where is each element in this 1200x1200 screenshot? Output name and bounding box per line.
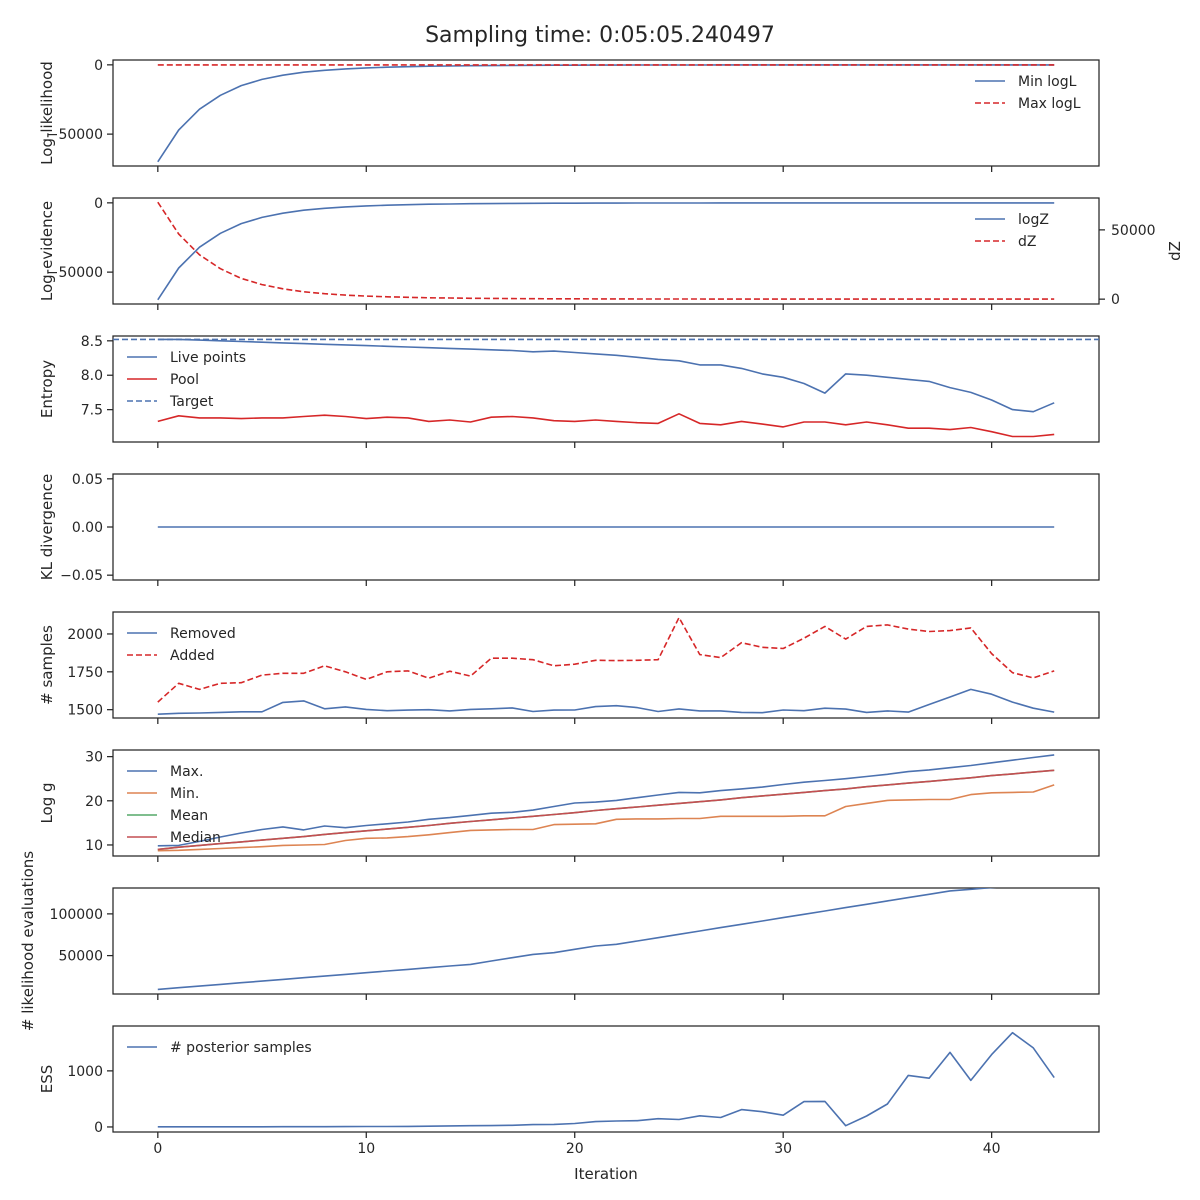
y-tick-label: −50000 [47,127,103,143]
axes-frame [112,1025,1100,1133]
axes-frame [112,59,1100,167]
y-tick-label: 0 [94,196,103,212]
series-line-added [157,616,1055,703]
y-tick-label: 20 [85,794,103,810]
series-line-min [157,784,1055,852]
panel-6: 10 20 30 Log g Max. Min. Mean Median [38,749,1100,862]
right-y-axis-label: dZ [1166,241,1184,261]
right-y-tick-label: 0 [1111,292,1120,308]
series-line-removed [157,688,1055,715]
y-tick-label: 100000 [50,907,103,923]
y-tick-label: 0 [94,58,103,74]
axes-frame [112,749,1100,857]
legend: Removed Added [127,626,236,664]
x-axis-label: Iteration [574,1165,638,1183]
y-tick-label: 8.0 [81,368,103,384]
series-line-pool [157,412,1055,438]
x-tick-label: 0 [153,1141,162,1157]
legend-label: Target [169,394,214,410]
y-tick-label: 30 [85,750,103,766]
legend-label: # posterior samples [170,1040,312,1056]
panel-7: 50000 100000 # likelihood evaluations [19,851,1100,1031]
legend: logZ dZ [975,212,1049,250]
legend-label: Min. [170,786,199,802]
legend: Max. Min. Mean Median [127,764,221,846]
legend-label: Added [170,648,215,664]
series-line-max [157,754,1055,847]
right-y-tick-label: 50000 [1111,223,1156,239]
legend-label: Pool [170,372,199,388]
series-line-dz [157,201,1055,300]
legend-label: Removed [170,626,236,642]
y-tick-label: 1500 [67,703,103,719]
legend-label: Min logL [1018,74,1077,90]
y-tick-label: 8.5 [81,334,103,350]
x-tick-label: 40 [983,1141,1001,1157]
y-tick-label: 1750 [67,665,103,681]
legend-label: Max logL [1018,96,1081,112]
y-tick-label: 50000 [58,949,103,965]
y-axis-label: Log-likelihood [38,61,56,165]
y-tick-label: 10 [85,838,103,854]
y-tick-label: 2000 [67,627,103,643]
legend-label: Median [170,830,221,846]
y-axis-label: KL divergence [38,474,56,580]
y-axis-label: # likelihood evaluations [19,851,37,1031]
y-axis-label: # samples [38,625,56,705]
x-tick-label: 20 [566,1141,584,1157]
x-tick-label: 10 [357,1141,375,1157]
y-tick-label: 0 [94,1120,103,1136]
series-line-logz [157,202,1055,301]
legend: Live points Pool Target [127,350,246,410]
y-axis-label: Log g [38,782,56,823]
axes-frame [112,197,1100,305]
y-axis-label: Entropy [38,360,56,418]
legend-label: Max. [170,764,203,780]
legend-label: dZ [1018,234,1036,250]
y-tick-label: 0.00 [72,520,103,536]
panel-5: 1500 1750 2000 # samples Removed Added [38,611,1100,724]
y-tick-label: 7.5 [81,403,103,419]
series-line-live-points [157,338,1055,413]
axes-frame [112,887,1100,995]
panel-8: 0 10 20 30 40 0 1000 ESS # posterior samples [38,1025,1100,1157]
panel-3: 7.5 8.0 8.5 Entropy Live points Pool Target [38,334,1100,448]
series-line-posterior-samples [157,1031,1055,1128]
x-tick-label: 30 [774,1141,792,1157]
legend: Min logL Max logL [975,74,1081,112]
y-tick-label: −50000 [47,265,103,281]
series-line-median [157,769,1055,851]
axes-frame [112,611,1100,719]
y-tick-label: 0.05 [72,472,103,488]
legend: # posterior samples [127,1040,312,1056]
y-axis-label: Log-evidence [38,201,56,301]
y-tick-label: −0.05 [60,568,103,584]
y-axis-label: ESS [38,1065,56,1094]
legend-label: logZ [1018,212,1049,228]
axes-frame [112,335,1100,443]
legend-label: Mean [170,808,208,824]
series-line [157,888,997,991]
figure-title: Sampling time: 0:05:05.240497 [425,23,775,48]
y-tick-label: 1000 [67,1064,103,1080]
legend-label: Live points [170,350,246,366]
